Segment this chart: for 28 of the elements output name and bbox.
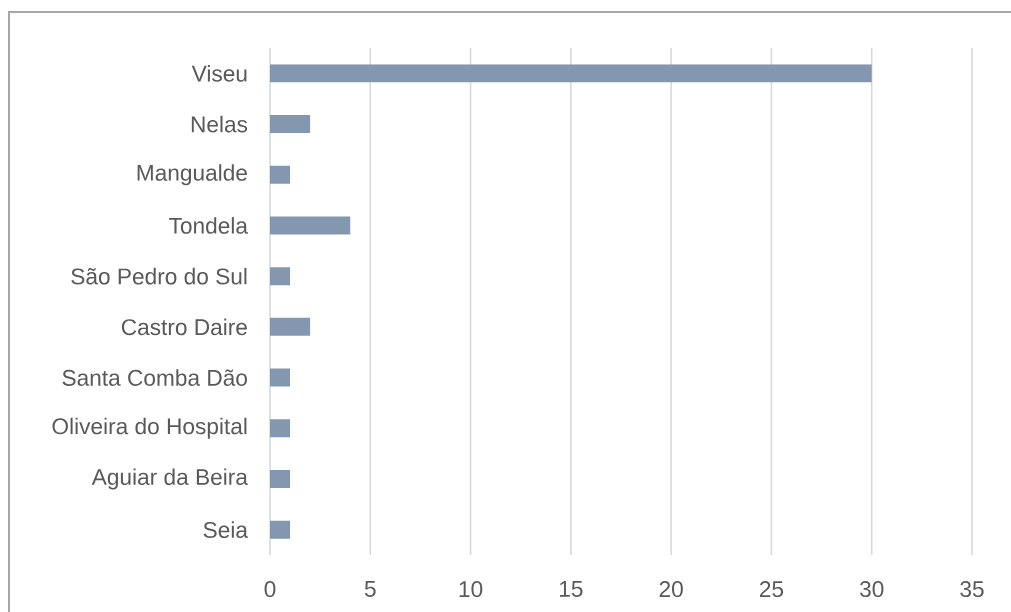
y-tick-label: Tondela (169, 217, 248, 234)
y-tick-label: Santa Comba Dão (62, 369, 247, 386)
bar (270, 419, 291, 438)
x-tick-label: 0 (264, 581, 276, 598)
y-tick-label: Oliveira do Hospital (52, 417, 247, 439)
y-tick-label: São Pedro do Sul (71, 267, 247, 285)
y-tick-label: Viseu (191, 65, 247, 82)
bar (270, 216, 351, 235)
x-tick-label: 25 (759, 581, 784, 598)
bar (270, 317, 311, 336)
x-tick-label: 15 (559, 581, 583, 597)
bar (270, 64, 872, 83)
bar (270, 267, 291, 286)
x-tick-label: 30 (859, 581, 884, 598)
x-tick-label: 5 (364, 581, 376, 597)
x-tick-label: 20 (659, 581, 683, 598)
y-tick-label: Mangualde (137, 164, 247, 186)
bar (270, 520, 291, 539)
y-tick-label: Seia (203, 521, 248, 538)
y-tick-label: Nelas (191, 115, 248, 133)
bar (270, 115, 311, 134)
y-tick-label: Aguiar da Beira (91, 468, 248, 490)
y-tick-label: Castro Daire (121, 318, 247, 336)
bar (270, 469, 291, 488)
bar (270, 368, 291, 387)
x-tick-label: 35 (960, 581, 984, 598)
x-tick-label: 10 (459, 581, 483, 598)
bar (270, 165, 291, 184)
